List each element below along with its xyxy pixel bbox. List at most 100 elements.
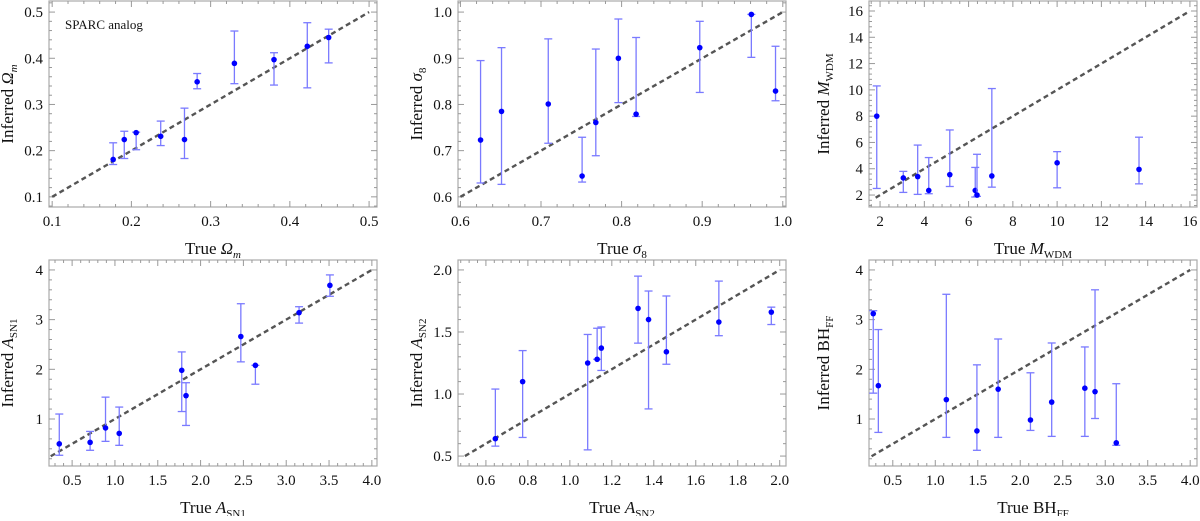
x-tick-label: 1.5: [148, 473, 167, 489]
y-tick-label: 4: [856, 162, 864, 178]
y-tick-label: 2: [856, 362, 864, 378]
x-axis-label-prefix: True: [180, 498, 216, 516]
data-point-group: [55, 413, 64, 456]
data-point: [633, 111, 639, 117]
y-tick-label: 14: [848, 30, 864, 46]
y-tick-label: 4: [856, 263, 864, 279]
data-point: [615, 55, 622, 62]
data-point-group: [115, 406, 124, 446]
data-point-group: [295, 306, 304, 324]
data-point-group: [714, 280, 723, 337]
data-point-group: [583, 333, 592, 451]
y-axis-label-symbol: A: [407, 337, 426, 349]
y-axis-label: Inferred σ8: [407, 67, 429, 140]
identity-reference-line: [875, 9, 1191, 199]
data-point-group: [869, 310, 878, 394]
data-point-group: [132, 129, 141, 151]
data-point-group: [578, 136, 587, 183]
y-tick-label: 0.4: [24, 51, 43, 67]
y-axis-label-subscript: m: [8, 64, 20, 72]
x-axis-label-symbol: M: [1029, 239, 1045, 258]
data-point: [748, 11, 755, 18]
x-axis-label-prefix: True: [597, 239, 633, 258]
x-tick-label: 4.0: [362, 473, 381, 489]
data-point-group: [180, 107, 189, 160]
data-point: [1054, 160, 1060, 166]
x-tick-label: 1.4: [644, 473, 663, 489]
data-point: [121, 136, 128, 143]
data-point: [696, 44, 703, 51]
data-point-group: [230, 30, 239, 85]
x-tick-label: 0.7: [532, 214, 551, 230]
x-tick-label: 0.1: [43, 214, 62, 230]
data-point: [178, 367, 185, 374]
y-tick-label: 0.6: [433, 190, 452, 206]
y-axis-label-subscript: FF: [824, 316, 836, 328]
plot-frame: [868, 0, 1198, 208]
x-tick-label: 0.9: [693, 214, 712, 230]
x-axis-label: True Ωm: [185, 239, 241, 258]
identity-reference-line: [51, 11, 370, 198]
data-point-group: [1135, 136, 1144, 185]
panel-6: 0.5 1.0 1.5 2.0 2.5 3.0 3.5 4.0 1 2 3 4 True BHFF Inf…: [800, 258, 1200, 520]
data-point-group: [942, 293, 951, 439]
data-point: [768, 309, 775, 315]
data-point: [989, 173, 995, 179]
x-tick-label: 2.0: [191, 473, 210, 489]
x-axis-label-subscript: WDM: [1044, 249, 1072, 258]
data-point: [873, 113, 880, 119]
data-point-group: [771, 45, 780, 102]
identity-reference-line: [459, 11, 784, 198]
y-axis-label-subscript: WDM: [824, 53, 836, 81]
data-point-group: [1080, 346, 1089, 438]
data-point: [925, 187, 932, 194]
plot-frame: [457, 0, 787, 208]
panel-1: 0.1 0.2 0.3 0.4 0.5 0.1 0.2 0.3 0.4 0.5 SPARC anal…: [0, 0, 400, 261]
data-point: [325, 34, 332, 41]
x-tick-label: 2.5: [1053, 473, 1072, 489]
y-tick-label: 0.1: [24, 190, 43, 206]
data-point: [519, 378, 526, 385]
x-axis-label-prefix: True: [185, 239, 221, 258]
x-axis-label-prefix: True: [997, 498, 1033, 516]
x-axis-label: True σ8: [597, 239, 647, 258]
data-point: [545, 101, 552, 107]
x-tick-label: 0.5: [360, 214, 379, 230]
x-axis-label-symbol: A: [624, 498, 636, 516]
x-axis-label: True BHFF: [997, 498, 1069, 516]
data-point: [1082, 385, 1088, 391]
y-tick-label: 0.2: [24, 144, 43, 160]
x-axis-label-symbol: BH: [1033, 498, 1057, 516]
identity-reference-line: [464, 268, 781, 458]
x-tick-label: 3.5: [1138, 473, 1157, 489]
y-tick-label: 0.9: [433, 51, 452, 67]
data-point: [974, 192, 980, 198]
data-point: [56, 441, 63, 447]
y-axis-label-symbol: BH: [814, 328, 833, 352]
x-tick-label: 0.6: [451, 214, 470, 230]
data-point: [1136, 166, 1142, 173]
x-tick-label: 3.0: [277, 473, 296, 489]
data-point-group: [120, 130, 129, 160]
y-axis-label: Inferred ASN2: [407, 319, 429, 408]
x-tick-label: 0.8: [612, 214, 631, 230]
data-point-group: [1047, 342, 1056, 438]
x-tick-label: 6: [965, 214, 973, 230]
y-axis-label-prefix: Inferred: [0, 85, 17, 144]
x-tick-label: 0.6: [477, 473, 496, 489]
data-point-group: [325, 274, 334, 297]
data-point-group: [236, 303, 245, 363]
data-point-group: [182, 382, 191, 427]
y-tick-label: 10: [848, 83, 863, 99]
data-point-group: [86, 430, 95, 451]
y-axis-label-subscript: 8: [417, 67, 429, 73]
x-tick-label: 0.5: [883, 473, 902, 489]
y-axis-label-subscript: SN1: [8, 319, 20, 339]
identity-reference-line: [50, 268, 373, 458]
x-tick-label: 0.3: [201, 214, 220, 230]
data-point: [579, 173, 585, 179]
x-tick-label: 1.0: [773, 214, 792, 230]
y-axis-label-prefix: Inferred: [407, 348, 426, 407]
data-point: [995, 386, 1001, 392]
data-point-group: [924, 156, 933, 195]
